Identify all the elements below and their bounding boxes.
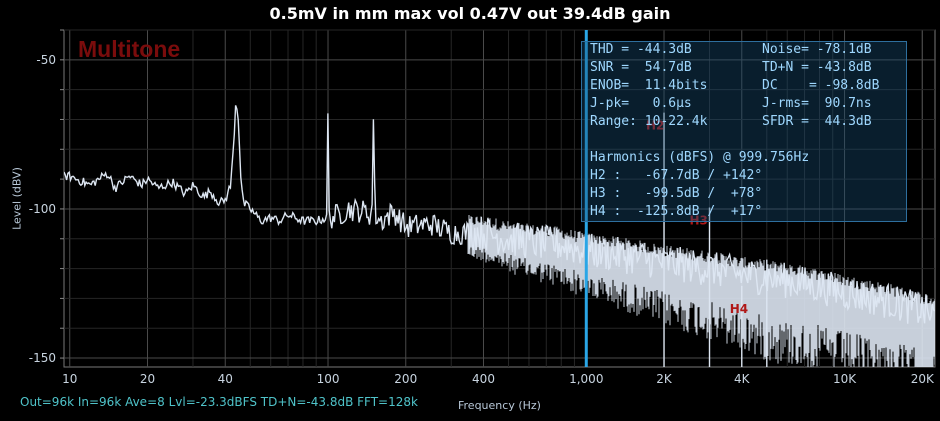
stat-dc: DC = -98.8dB	[762, 78, 880, 93]
harmonic-h4: H4 : -125.8dB / +17°	[590, 204, 763, 219]
y-tick-label: -150	[29, 351, 56, 365]
y-tick-label: -50	[36, 53, 56, 67]
harmonics-header: Harmonics (dBFS) @ 999.756Hz	[590, 150, 810, 165]
stat-enob: ENOB= 11.4bits	[590, 78, 708, 93]
chart-title: 0.5mV in mm max vol 0.47V out 39.4dB gai…	[269, 4, 671, 23]
y-axis-label: Level (dBV)	[10, 167, 24, 230]
harmonic-h2: H2 : -67.7dB / +142°	[590, 168, 763, 183]
spectrum-trace	[64, 105, 935, 324]
x-tick-label: 100	[317, 372, 340, 386]
x-tick-label: 1,000	[569, 372, 603, 386]
axes: 10 20 40 100 200 400 1,000 2K 4K 10K 20K -50 -100 -15…	[29, 29, 935, 386]
harmonic-h3: H3 : -99.5dB / +78°	[590, 186, 763, 201]
x-tick-label: 2K	[656, 372, 673, 386]
x-axis-label: Frequency (Hz)	[458, 399, 541, 412]
stat-sfdr: SFDR = 44.3dB	[762, 114, 872, 129]
stat-snr: SNR = 54.7dB	[590, 60, 692, 75]
y-tick-label: -100	[29, 202, 56, 216]
x-tick-label: 20K	[911, 372, 935, 386]
stat-thd: THD = -44.3dB	[590, 42, 692, 57]
x-tick-label: 40	[218, 372, 233, 386]
watermark-label: Multitone	[78, 36, 180, 62]
stat-tdn: TD+N = -43.8dB	[762, 60, 872, 75]
x-tick-label: 10	[62, 372, 77, 386]
status-line: Out=96k In=96k Ave=8 Lvl=-23.3dBFS TD+N=…	[20, 395, 418, 409]
stat-noise: Noise= -78.1dB	[762, 42, 872, 57]
x-tick-label: 200	[394, 372, 417, 386]
x-tick-label: 4K	[734, 372, 751, 386]
stat-jitter-peak: J-pk= 0.6µs	[590, 96, 692, 111]
harmonic-label: H4	[730, 302, 748, 316]
plot-area: H2 H3 H4	[64, 30, 935, 367]
stats-panel: THD = -44.3dB SNR = 54.7dB ENOB= 11.4bit…	[581, 41, 907, 222]
stat-range: Range: 10-22.4k	[590, 114, 708, 129]
x-tick-label: 10K	[833, 372, 857, 386]
x-tick-label: 400	[472, 372, 495, 386]
harmonic-label: H2	[646, 119, 664, 133]
stat-jitter-rms: J-rms= 90.7ns	[762, 96, 872, 111]
harmonic-label: H3	[690, 213, 708, 227]
x-tick-label: 20	[140, 372, 155, 386]
